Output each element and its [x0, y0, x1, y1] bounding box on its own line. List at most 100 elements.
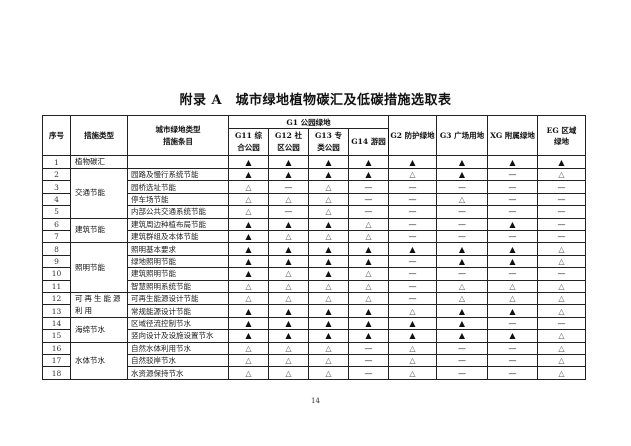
measure-item: 水资源保持节水 — [127, 366, 229, 380]
hollow-triangle-icon: △ — [537, 254, 586, 269]
filled-triangle-icon: ▲ — [348, 316, 389, 331]
dash-icon: — — [436, 229, 488, 244]
dash-icon: — — [537, 217, 586, 231]
table-row: 11 智慧照明系统节能 △ △ △ △ — △ △ △ — [42, 279, 586, 293]
hollow-triangle-icon: △ — [537, 279, 586, 293]
hollow-triangle-icon: △ — [487, 279, 538, 293]
measure-item: 自然驳岸节水 — [127, 354, 229, 368]
table-row: 3 园桥选址节能 △ — △ — — — — — — [42, 180, 586, 194]
hollow-triangle-icon: △ — [537, 291, 586, 306]
header-index: 序号 — [42, 115, 71, 156]
table-row: 14 海绵节水 区域径流控制节水 ▲ ▲ ▲ ▲ ▲ ▲ — — — [42, 316, 586, 343]
dash-icon: — — [388, 192, 437, 207]
table-row: 1 植物碳汇 ▲ ▲ ▲ ▲ ▲ ▲ ▲ ▲ — [42, 155, 586, 169]
hollow-triangle-icon: △ — [308, 180, 349, 194]
dash-icon: — — [436, 366, 488, 380]
filled-triangle-icon: ▲ — [487, 242, 538, 256]
row-index: 9 — [42, 254, 71, 269]
measure-type: 水体节水 — [70, 341, 128, 380]
row-index: 13 — [42, 304, 71, 318]
filled-triangle-icon: ▲ — [268, 316, 309, 331]
row-index: 10 — [42, 267, 71, 281]
filled-triangle-icon: ▲ — [436, 155, 488, 169]
hollow-triangle-icon: △ — [436, 279, 488, 293]
dash-icon: — — [388, 229, 437, 244]
filled-triangle-icon: ▲ — [436, 304, 488, 318]
hollow-triangle-icon: △ — [348, 229, 389, 244]
measure-type: 植物碳汇 — [70, 155, 128, 169]
hollow-triangle-icon: △ — [228, 279, 269, 293]
row-index: 14 — [42, 316, 71, 331]
row-index: 16 — [42, 341, 71, 356]
header-g11: G11 综合公园 — [228, 128, 269, 156]
row-index: 12 — [42, 291, 71, 306]
hollow-triangle-icon: △ — [436, 291, 488, 306]
filled-triangle-icon: ▲ — [436, 329, 488, 343]
dash-icon: — — [348, 354, 389, 368]
filled-triangle-icon: ▲ — [228, 304, 269, 318]
hollow-triangle-icon: △ — [537, 304, 586, 318]
row-index: 15 — [42, 329, 71, 343]
hollow-triangle-icon: △ — [268, 229, 309, 244]
filled-triangle-icon: ▲ — [388, 155, 437, 169]
header-g13: G13 专类公园 — [308, 128, 349, 156]
filled-triangle-icon: ▲ — [228, 229, 269, 244]
measure-item: 智慧照明系统节能 — [127, 279, 229, 293]
hollow-triangle-icon: △ — [537, 341, 586, 356]
measure-item: 停车场节能 — [127, 192, 229, 207]
filled-triangle-icon: ▲ — [487, 304, 538, 318]
hollow-triangle-icon: △ — [268, 291, 309, 306]
hollow-triangle-icon: △ — [348, 217, 389, 231]
filled-triangle-icon: ▲ — [348, 167, 389, 182]
table-row: 6 建筑节能 建筑周边种植布局节能 ▲ ▲ ▲ △ — — ▲ — — [42, 217, 586, 244]
dash-icon: — — [487, 180, 538, 194]
row-index: 4 — [42, 192, 71, 207]
hollow-triangle-icon: △ — [537, 329, 586, 343]
row-index: 3 — [42, 180, 71, 194]
filled-triangle-icon: ▲ — [388, 329, 437, 343]
dash-icon: — — [487, 341, 538, 356]
filled-triangle-icon: ▲ — [308, 267, 349, 281]
measure-type: 建筑节能 — [70, 217, 128, 244]
hollow-triangle-icon: △ — [308, 229, 349, 244]
hollow-triangle-icon: △ — [348, 267, 389, 281]
dash-icon: — — [487, 316, 538, 331]
filled-triangle-icon: ▲ — [228, 242, 269, 256]
filled-triangle-icon: ▲ — [228, 267, 269, 281]
dash-icon: — — [436, 205, 488, 219]
dash-icon: — — [348, 192, 389, 207]
measure-item: 内部公共交通系统节能 — [127, 205, 229, 219]
header-xg: XG 附属绿地 — [487, 115, 538, 156]
hollow-triangle-icon: △ — [348, 291, 389, 306]
hollow-triangle-icon: △ — [268, 267, 309, 281]
header-g3: G3 广场用地 — [436, 115, 488, 156]
dash-icon: — — [537, 229, 586, 244]
filled-triangle-icon: ▲ — [308, 167, 349, 182]
dash-icon: — — [268, 205, 309, 219]
filled-triangle-icon: ▲ — [436, 254, 488, 269]
measure-type: 可再生能源利用 — [70, 291, 128, 318]
measure-item: 区域径流控制节水 — [127, 316, 229, 331]
hollow-triangle-icon: △ — [268, 354, 309, 368]
header-g14: G14 游园 — [348, 128, 389, 156]
hollow-triangle-icon: △ — [228, 205, 269, 219]
dash-icon: — — [348, 366, 389, 380]
table-row: 4 停车场节能 △ △ △ — — △ — — — [42, 192, 586, 207]
dash-icon: — — [348, 180, 389, 194]
dash-icon: — — [436, 267, 488, 281]
dash-icon: — — [487, 354, 538, 368]
hollow-triangle-icon: △ — [228, 354, 269, 368]
filled-triangle-icon: ▲ — [308, 155, 349, 169]
measure-item: 竖向设计及设施设置节水 — [127, 329, 229, 343]
dash-icon: — — [436, 341, 488, 356]
dash-icon: — — [487, 192, 538, 207]
filled-triangle-icon: ▲ — [308, 316, 349, 331]
hollow-triangle-icon: △ — [228, 291, 269, 306]
table-row: 7 建筑群组及本体节能 ▲ △ △ △ — — — — — [42, 229, 586, 244]
measure-type: 海绵节水 — [70, 316, 128, 343]
hollow-triangle-icon: △ — [348, 279, 389, 293]
filled-triangle-icon: ▲ — [268, 329, 309, 343]
hollow-triangle-icon: △ — [308, 192, 349, 207]
header-item: 城市绿地类型 措施条目 — [127, 115, 229, 156]
filled-triangle-icon: ▲ — [308, 217, 349, 231]
